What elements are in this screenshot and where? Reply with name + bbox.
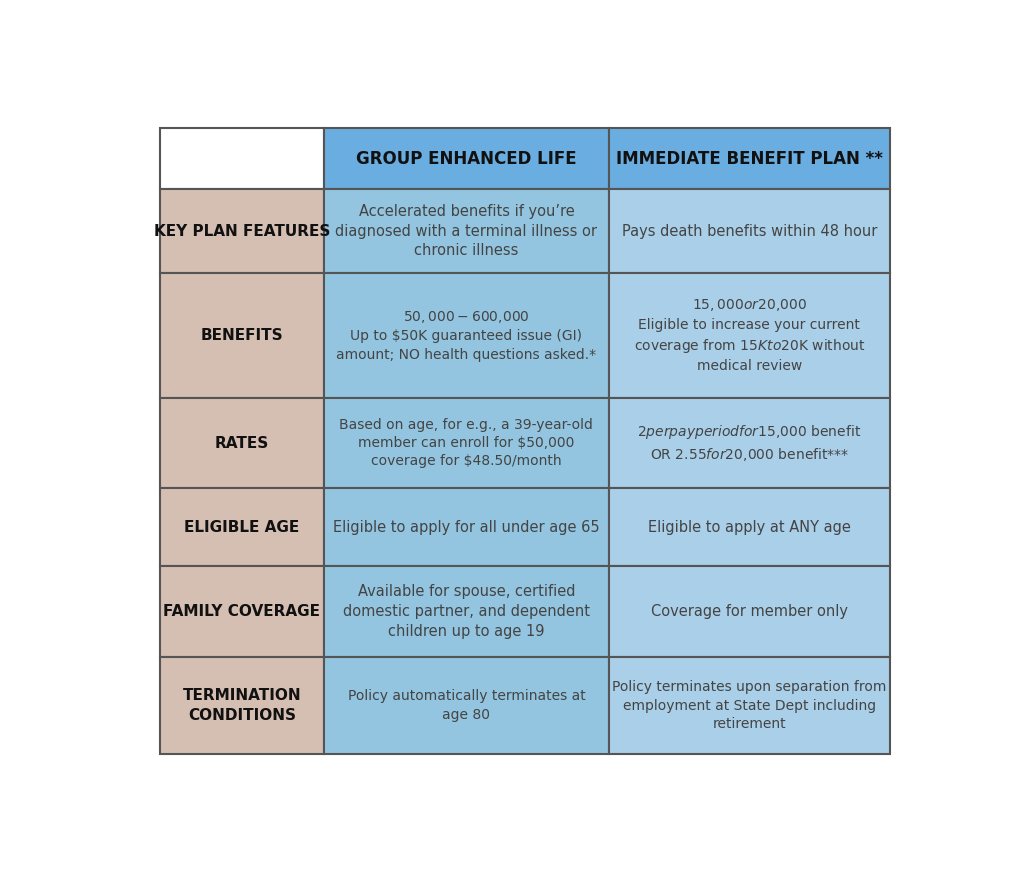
Text: BENEFITS: BENEFITS [201, 328, 284, 343]
Bar [608, 656, 890, 754]
Text: Eligible to apply at ANY age: Eligible to apply at ANY age [648, 520, 851, 535]
Text: TERMINATION
CONDITIONS: TERMINATION CONDITIONS [182, 688, 301, 723]
Text: $15,000 or $20,000
Eligible to increase your current
coverage from $15K to $20K : $15,000 or $20,000 Eligible to increase … [634, 297, 865, 373]
Bar [160, 656, 324, 754]
Text: ELIGIBLE AGE: ELIGIBLE AGE [184, 520, 299, 535]
Text: Coverage for member only: Coverage for member only [651, 604, 848, 619]
Text: Available for spouse, certified
domestic partner, and dependent
children up to a: Available for spouse, certified domestic… [343, 584, 590, 639]
Bar [608, 489, 890, 565]
Text: Pays death benefits within 48 hour: Pays death benefits within 48 hour [622, 224, 877, 239]
Bar [160, 128, 324, 189]
Text: Accelerated benefits if you’re
diagnosed with a terminal illness or
chronic illn: Accelerated benefits if you’re diagnosed… [336, 204, 597, 259]
Text: $50,000 - $600,000
Up to $50K guaranteed issue (GI)
amount; NO health questions : $50,000 - $600,000 Up to $50K guaranteed… [336, 309, 596, 362]
Bar [608, 189, 890, 273]
Text: Based on age, for e.g., a 39-year-old
member can enroll for $50,000
coverage for: Based on age, for e.g., a 39-year-old me… [339, 418, 593, 468]
Text: Policy automatically terminates at
age 80: Policy automatically terminates at age 8… [347, 690, 586, 722]
Bar [324, 565, 608, 656]
Bar [608, 565, 890, 656]
Bar [160, 398, 324, 489]
Text: GROUP ENHANCED LIFE: GROUP ENHANCED LIFE [356, 149, 577, 168]
Bar [608, 273, 890, 398]
Bar [324, 189, 608, 273]
Text: IMMEDIATE BENEFIT PLAN **: IMMEDIATE BENEFIT PLAN ** [615, 149, 883, 168]
Text: FAMILY COVERAGE: FAMILY COVERAGE [164, 604, 321, 619]
Bar [324, 489, 608, 565]
Bar [324, 398, 608, 489]
Bar [160, 273, 324, 398]
Bar [608, 128, 890, 189]
Bar [160, 489, 324, 565]
Bar [608, 398, 890, 489]
Bar [324, 656, 608, 754]
Text: RATES: RATES [215, 435, 269, 451]
Text: Eligible to apply for all under age 65: Eligible to apply for all under age 65 [333, 520, 600, 535]
Text: $2 per pay period for $15,000 benefit
OR $2.55 for $20,000 benefit***: $2 per pay period for $15,000 benefit OR… [637, 423, 861, 463]
Bar [324, 273, 608, 398]
Bar [324, 128, 608, 189]
Text: Policy terminates upon separation from
employment at State Dept including
retire: Policy terminates upon separation from e… [612, 680, 887, 731]
Bar [160, 565, 324, 656]
Text: KEY PLAN FEATURES: KEY PLAN FEATURES [154, 224, 330, 239]
Bar [160, 189, 324, 273]
